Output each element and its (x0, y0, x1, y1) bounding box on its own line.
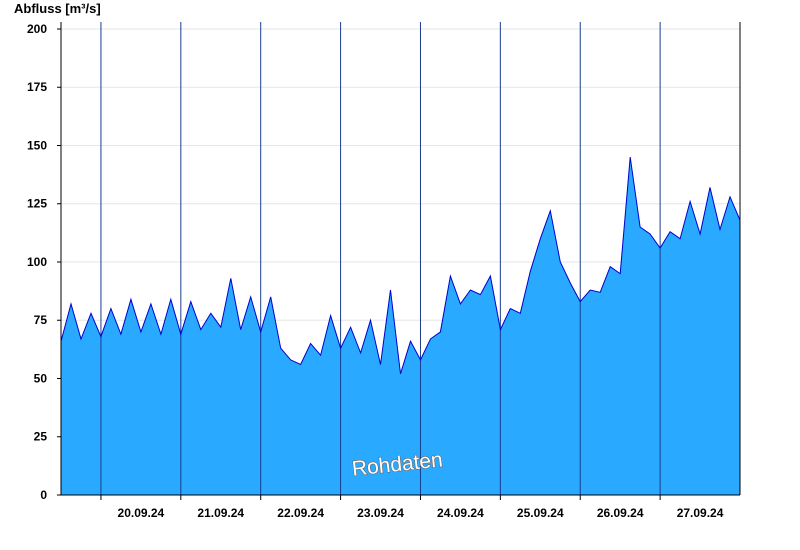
y-tick-label: 200 (27, 22, 47, 36)
x-axis-ticks: 20.09.24 21.09.24 22.09.24 23.09.24 24.09.24… (100, 495, 724, 520)
x-tick-label: 25.09.24 (517, 506, 564, 520)
y-tick-label: 125 (27, 197, 47, 211)
y-tick-label: 75 (34, 313, 48, 327)
y-tick-label: 175 (27, 80, 47, 94)
y-tick-label: 0 (40, 488, 47, 502)
x-tick-label: 26.09.24 (597, 506, 644, 520)
x-tick-label: 23.09.24 (357, 506, 404, 520)
y-axis-title: Abfluss [m³/s] (14, 1, 101, 16)
x-tick-label: 20.09.24 (118, 506, 165, 520)
day-separators (100, 22, 661, 495)
x-tick-label: 22.09.24 (277, 506, 324, 520)
x-tick-label: 27.09.24 (677, 506, 724, 520)
discharge-area (61, 157, 740, 495)
y-axis-ticks: 0 25 50 75 100 125 150 175 200 (27, 22, 61, 502)
y-tick-label: 150 (27, 138, 47, 152)
x-tick-label: 24.09.24 (437, 506, 484, 520)
y-tick-label: 50 (34, 371, 48, 385)
y-tick-label: 25 (34, 430, 48, 444)
y-tick-label: 100 (27, 255, 47, 269)
x-tick-label: 21.09.24 (197, 506, 244, 520)
discharge-line (60, 157, 741, 374)
